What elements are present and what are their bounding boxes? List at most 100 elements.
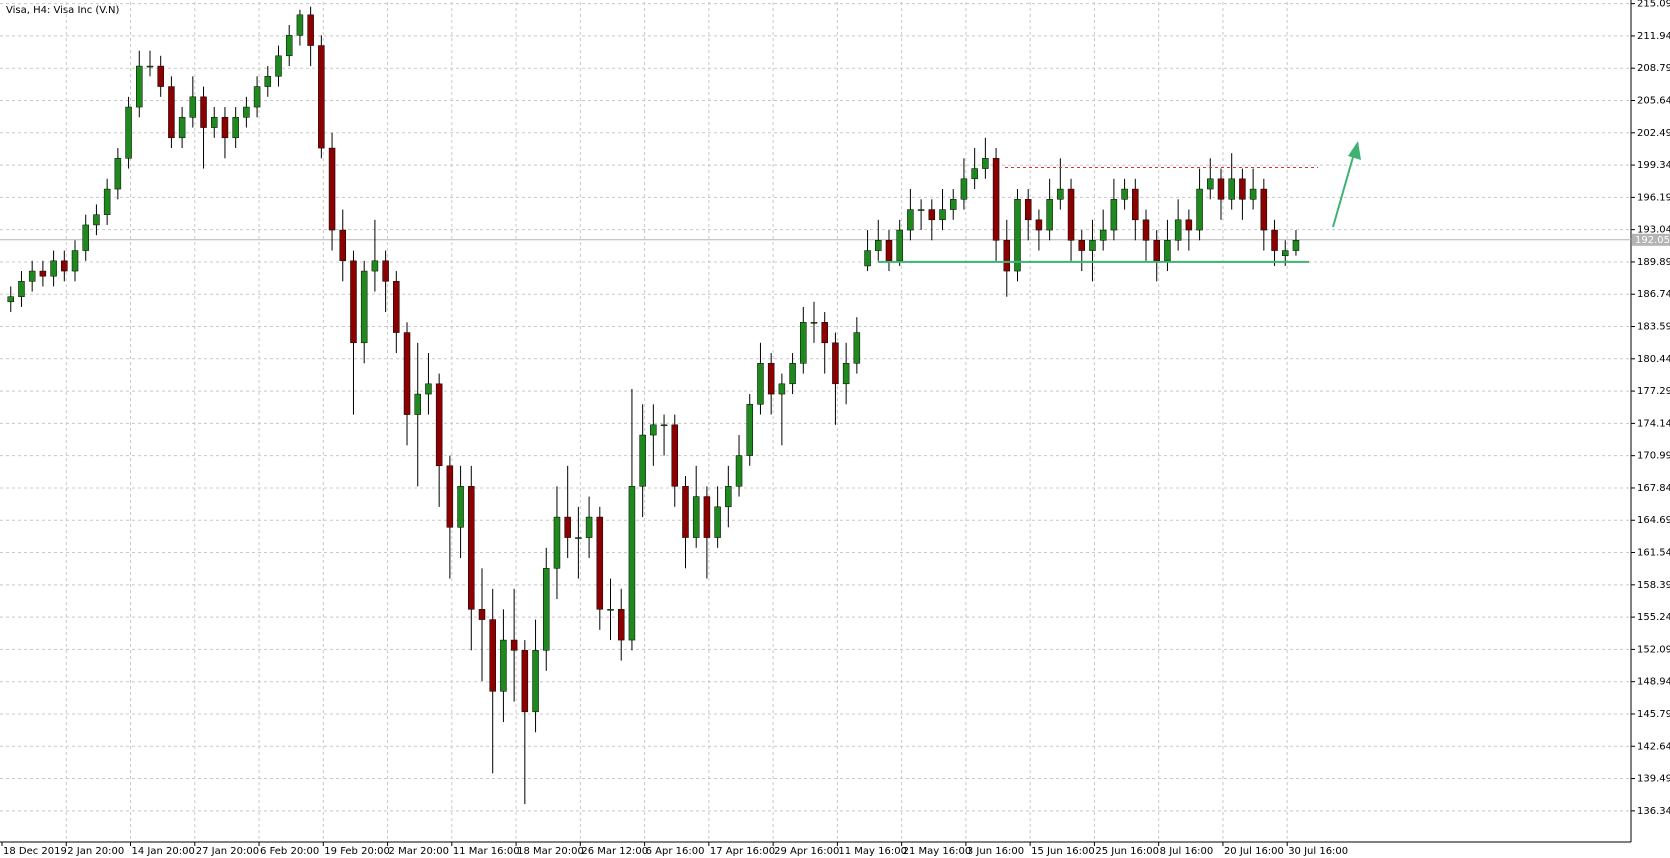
- y-tick-label: 189.89: [1637, 257, 1670, 268]
- x-tick-label: 11 Mar 16:00: [453, 846, 520, 857]
- candle-body: [307, 14, 314, 46]
- candle-body: [607, 609, 614, 611]
- candle-body: [1228, 178, 1235, 200]
- x-tick-label: 6 Feb 20:00: [260, 846, 319, 857]
- candle-body: [61, 260, 68, 272]
- candle-body: [596, 516, 604, 610]
- y-tick-label: 199.34: [1637, 160, 1670, 171]
- candle-body: [960, 178, 968, 200]
- candle-body: [232, 117, 239, 139]
- candle-body: [757, 363, 764, 405]
- y-tick-label: 158.39: [1637, 580, 1670, 591]
- candle-body: [1281, 250, 1289, 256]
- candle-body: [821, 322, 828, 344]
- x-tick-label: 19 Feb 20:00: [324, 846, 390, 857]
- candle-body: [1110, 199, 1118, 231]
- x-tick-label: 14 Jan 20:00: [132, 846, 195, 857]
- candle-body: [875, 240, 882, 251]
- candle-body: [253, 86, 261, 108]
- candle-body: [510, 639, 518, 651]
- x-tick-label: 21 May 16:00: [903, 846, 972, 857]
- x-tick-label: 20 Jul 16:00: [1224, 846, 1284, 857]
- x-tick-label: 17 Apr 16:00: [710, 846, 775, 857]
- candle-body: [275, 55, 282, 77]
- y-tick-label: 186.74: [1637, 289, 1670, 300]
- candle-body: [371, 260, 379, 272]
- candle-body: [243, 106, 250, 118]
- candle-body: [725, 486, 732, 508]
- candle-body: [146, 65, 154, 68]
- y-tick-label: 183.59: [1637, 322, 1670, 333]
- y-tick-label: 164.69: [1637, 515, 1670, 526]
- y-tick-label: 142.64: [1637, 741, 1670, 752]
- y-tick-label: 155.24: [1637, 612, 1670, 623]
- candle-body: [114, 158, 122, 190]
- candle-body: [414, 393, 421, 415]
- x-tick-label: 6 Apr 16:00: [646, 846, 705, 857]
- y-tick-label: 148.94: [1637, 677, 1670, 688]
- x-tick-label: 15 Jun 16:00: [1031, 846, 1095, 857]
- x-tick-label: 11 May 16:00: [838, 846, 907, 857]
- candle-body: [1174, 219, 1182, 241]
- candle-body: [1089, 240, 1096, 251]
- y-tick-label: 170.99: [1637, 451, 1670, 462]
- y-tick-label: 167.84: [1637, 483, 1670, 494]
- candle-body: [136, 65, 143, 108]
- candle-body: [1014, 199, 1021, 272]
- candle-body: [1249, 188, 1257, 200]
- candle-body: [1024, 199, 1032, 221]
- y-tick-label: 136.34: [1637, 806, 1670, 817]
- candle-body: [842, 363, 850, 385]
- candle-body: [1035, 219, 1043, 231]
- candle-body: [585, 516, 593, 538]
- candle-body: [532, 650, 539, 713]
- x-tick-label: 29 Apr 16:00: [774, 846, 839, 857]
- candle-body: [692, 496, 700, 538]
- candle-body: [71, 250, 79, 272]
- candle-body: [1271, 229, 1278, 251]
- candle-body: [50, 260, 57, 277]
- candle-body: [1142, 219, 1150, 241]
- candle-body: [39, 270, 47, 277]
- candle-body: [189, 96, 197, 118]
- x-tick-label: 25 Jun 16:00: [1095, 846, 1159, 857]
- candle-body: [1046, 199, 1053, 231]
- x-tick-label: 2 Jan 20:00: [67, 846, 124, 857]
- candle-body: [7, 296, 15, 303]
- candle-body: [1196, 188, 1203, 231]
- candle-body: [617, 609, 625, 641]
- last-price-box: [1632, 233, 1670, 246]
- candle-body: [478, 609, 486, 620]
- candle-body: [318, 45, 325, 149]
- y-tick-label: 215.09: [1637, 0, 1670, 10]
- candle-body: [500, 639, 507, 692]
- candle-body: [703, 496, 711, 538]
- candle-body: [457, 486, 464, 528]
- candle-body: [1121, 188, 1128, 200]
- trend-arrow-head: [1348, 141, 1361, 160]
- candle-body: [1217, 178, 1225, 200]
- candle-body: [200, 96, 207, 128]
- candle-body: [350, 260, 357, 344]
- y-tick-label: 180.44: [1637, 354, 1670, 365]
- x-tick-label: 8 Jul 16:00: [1160, 846, 1214, 857]
- candle-body: [810, 322, 818, 324]
- y-tick-label: 177.29: [1637, 386, 1670, 397]
- candle-body: [18, 281, 25, 297]
- y-tick-label: 174.14: [1637, 418, 1670, 429]
- candle-body: [339, 229, 347, 262]
- candle-body: [1003, 240, 1011, 272]
- candle-body: [157, 65, 164, 87]
- candle-body: [778, 383, 786, 395]
- candle-body: [1067, 188, 1075, 241]
- candle-body: [1057, 188, 1064, 200]
- candle-body: [1239, 178, 1246, 200]
- y-tick-label: 145.79: [1637, 709, 1670, 720]
- y-tick-label: 208.79: [1637, 63, 1670, 74]
- y-tick-label: 202.49: [1637, 128, 1670, 139]
- candle-body: [1164, 240, 1171, 262]
- x-tick-label: 30 Jul 16:00: [1288, 846, 1348, 857]
